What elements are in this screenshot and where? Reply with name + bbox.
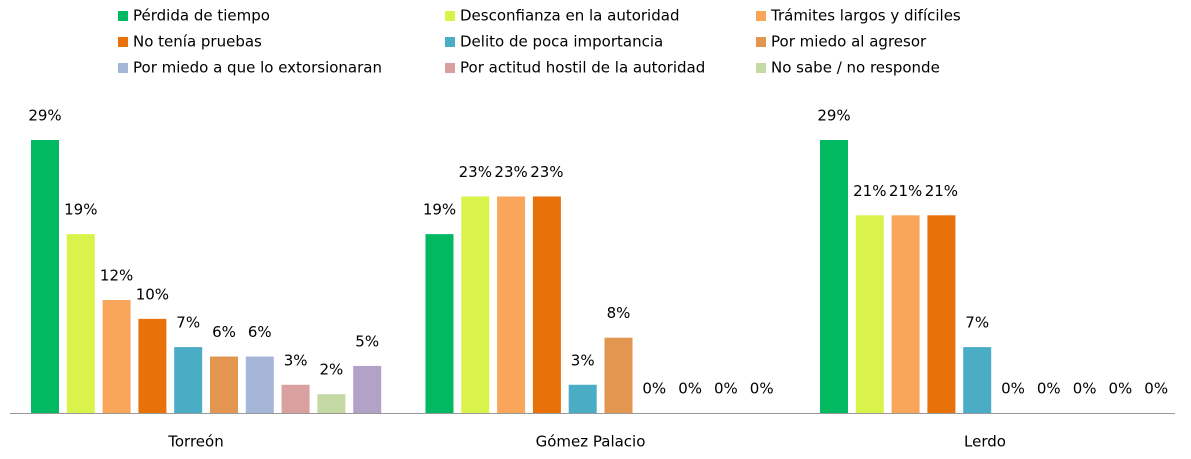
value-label: 3% <box>284 351 308 369</box>
bar <box>497 196 526 413</box>
bar <box>568 384 597 413</box>
legend-swatch <box>445 37 455 47</box>
bar <box>317 394 346 413</box>
value-label: 7% <box>176 314 200 332</box>
bar <box>927 215 956 413</box>
legend-label: Por miedo a que lo extorsionaran <box>133 59 382 77</box>
value-label: 2% <box>320 361 344 379</box>
value-label: 0% <box>750 380 774 398</box>
legend-label: Por miedo al agresor <box>771 33 927 51</box>
bar <box>210 356 238 413</box>
value-label: 0% <box>1073 380 1097 398</box>
value-label: 10% <box>136 285 169 303</box>
value-label: 6% <box>212 323 236 341</box>
legend-label: Desconfianza en la autoridad <box>460 7 679 25</box>
value-label: 0% <box>1037 380 1061 398</box>
legend-label: No tenía pruebas <box>133 33 262 51</box>
value-label: 23% <box>530 163 563 181</box>
x-tick-label: Lerdo <box>964 433 1006 451</box>
value-label: 3% <box>571 351 595 369</box>
bar <box>174 347 203 413</box>
legend-swatch <box>756 11 766 21</box>
bar <box>532 196 561 413</box>
bar <box>31 140 59 413</box>
bar <box>425 234 454 413</box>
legend-swatch <box>118 63 128 73</box>
x-tick-label: Torreón <box>167 433 223 451</box>
bar <box>138 318 167 413</box>
legend-swatch <box>756 37 766 47</box>
value-label: 0% <box>642 380 666 398</box>
bar <box>102 300 131 413</box>
value-label: 19% <box>64 201 97 219</box>
value-label: 0% <box>1109 380 1133 398</box>
value-label: 21% <box>889 182 922 200</box>
value-label: 0% <box>678 380 702 398</box>
value-label: 0% <box>1144 380 1168 398</box>
bar <box>245 356 274 413</box>
value-label: 7% <box>965 314 989 332</box>
bar <box>461 196 490 413</box>
bar <box>963 347 992 413</box>
bar <box>855 215 884 413</box>
legend-swatch <box>445 63 455 73</box>
legend-swatch <box>118 37 128 47</box>
value-label: 23% <box>494 163 527 181</box>
value-label: 21% <box>853 182 886 200</box>
legend-swatch <box>756 63 766 73</box>
bar <box>66 234 95 413</box>
bar <box>604 337 633 413</box>
value-label: 5% <box>355 332 379 350</box>
legend-swatch <box>118 11 128 21</box>
bar <box>891 215 920 413</box>
value-label: 23% <box>459 163 492 181</box>
legend-swatch <box>445 11 455 21</box>
value-label: 29% <box>28 107 61 125</box>
bar <box>281 384 310 413</box>
value-label: 12% <box>100 267 133 285</box>
value-label: 6% <box>248 323 272 341</box>
bar <box>353 365 382 413</box>
legend-label: Por actitud hostil de la autoridad <box>460 59 705 77</box>
value-label: 19% <box>423 201 456 219</box>
legend-label: Trámites largos y difíciles <box>770 7 961 25</box>
value-label: 29% <box>817 107 850 125</box>
legend-label: No sabe / no responde <box>771 59 940 77</box>
value-label: 21% <box>925 182 958 200</box>
value-label: 0% <box>714 380 738 398</box>
legend-label: Pérdida de tiempo <box>133 7 270 25</box>
x-tick-label: Gómez Palacio <box>536 433 646 451</box>
value-label: 0% <box>1001 380 1025 398</box>
bar <box>820 140 848 413</box>
value-label: 8% <box>607 304 631 322</box>
legend-label: Delito de poca importancia <box>460 33 663 51</box>
